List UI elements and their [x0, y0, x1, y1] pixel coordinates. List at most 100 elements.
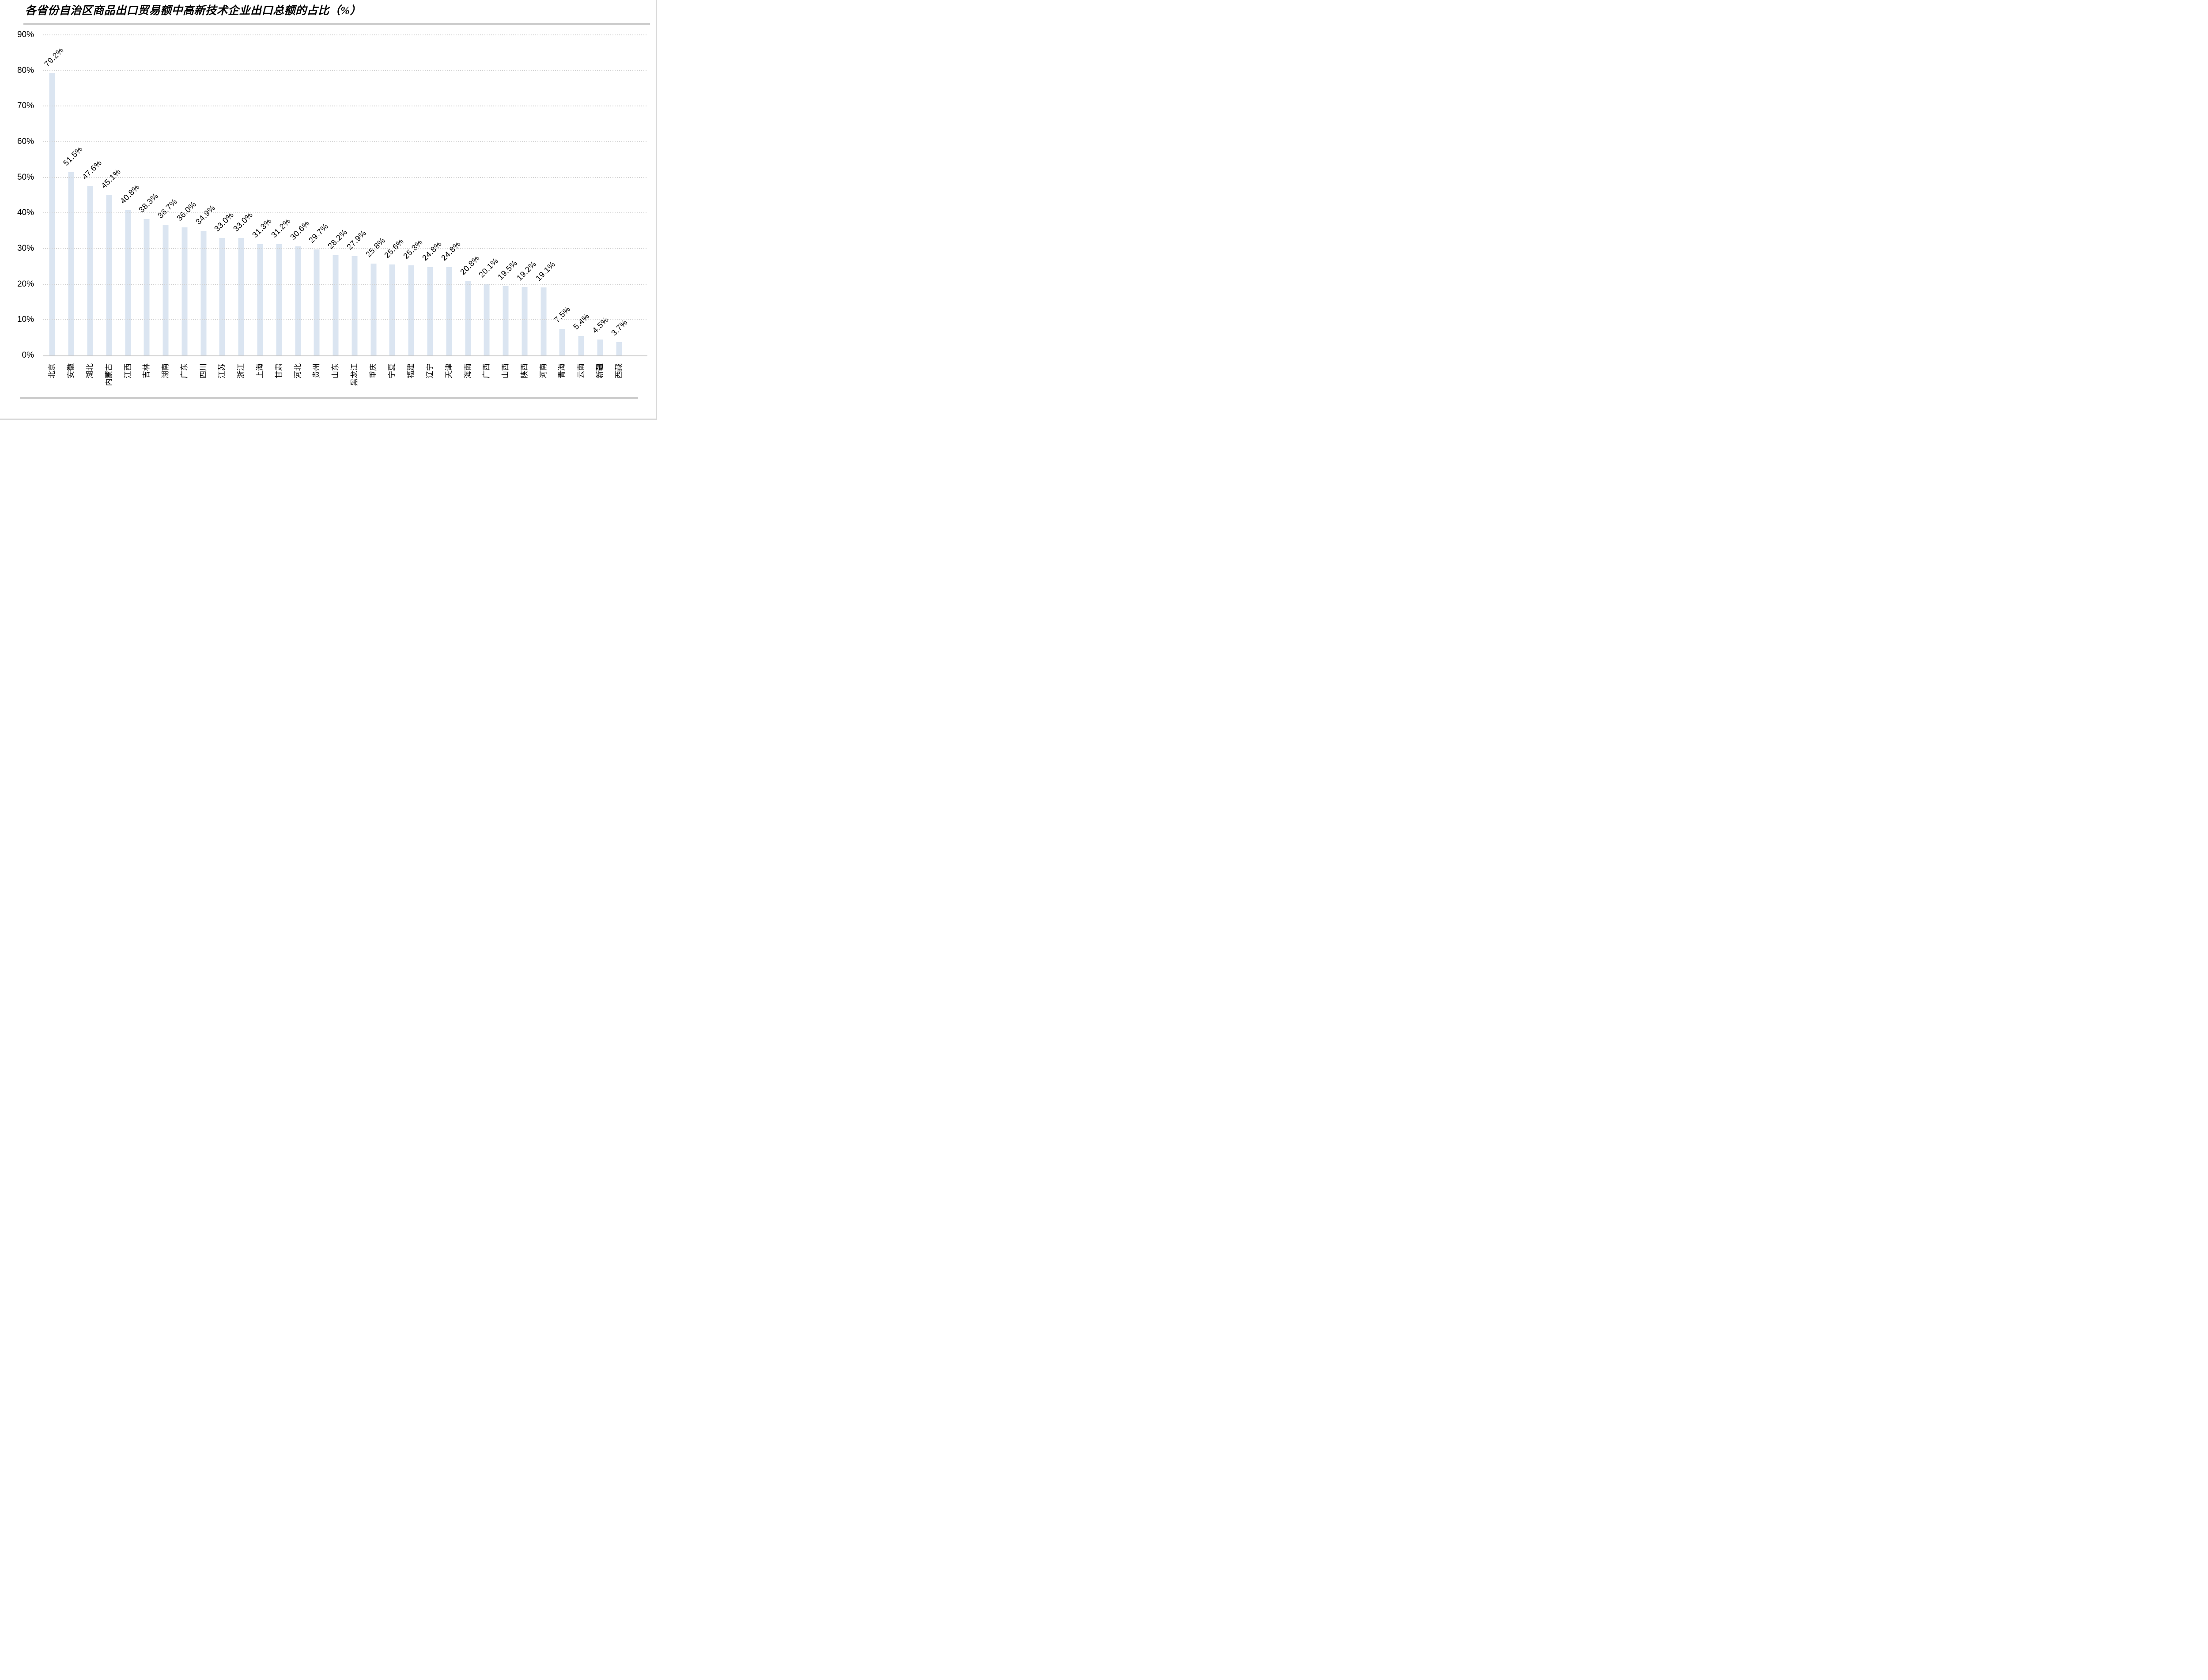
bar — [106, 195, 112, 355]
bar — [163, 224, 169, 355]
category-slot: 31.3% 上海 — [250, 35, 273, 378]
category-slot: 36.7% 湖南 — [156, 35, 179, 378]
x-axis-category-label: 天津 — [444, 363, 453, 378]
x-axis-category-label: 宁夏 — [388, 363, 397, 378]
x-axis-category-label: 山东 — [331, 363, 340, 378]
gridline — [43, 212, 647, 214]
bar-value-label: 4.5% — [590, 315, 610, 335]
gridline — [43, 248, 647, 249]
category-slot: 20.8% 海南 — [458, 35, 481, 378]
x-axis-category-label: 安徽 — [67, 363, 76, 378]
x-axis-category-label: 重庆 — [369, 363, 378, 378]
bar — [578, 336, 584, 355]
category-slot: 40.8% 江西 — [118, 35, 141, 378]
bar — [541, 287, 547, 355]
category-slot: 19.1% 河南 — [534, 35, 557, 378]
category-slot: 5.4% 云南 — [571, 35, 591, 378]
bar — [276, 244, 282, 355]
category-slot: 33.0% 江苏 — [213, 35, 236, 378]
y-axis-tick-label: 70% — [17, 101, 34, 111]
bar — [200, 231, 207, 355]
bar — [125, 210, 131, 355]
bar — [465, 281, 471, 355]
category-slot: 51.5% 安徽 — [61, 35, 84, 378]
gridline — [43, 34, 647, 35]
x-axis-category-label: 黑龙江 — [350, 363, 359, 386]
bar — [616, 342, 622, 355]
bar — [181, 227, 188, 355]
x-axis-category-label: 内蒙古 — [104, 363, 113, 386]
x-axis-category-label: 福建 — [407, 363, 416, 378]
category-slot: 25.6% 宁夏 — [383, 35, 406, 378]
bar — [427, 267, 433, 355]
bars-area: 79.2% 北京 51.5% 安徽 47.6% 湖北 45.1% 内蒙古 40.8% 江西 38.3… — [43, 35, 629, 386]
bar — [87, 186, 93, 355]
y-axis-tick-label: 90% — [17, 30, 34, 39]
category-slot: 34.9% 四川 — [194, 35, 217, 378]
bar — [446, 267, 452, 355]
x-axis-category-label: 辽宁 — [426, 363, 435, 378]
x-axis-category-label: 上海 — [255, 363, 264, 378]
category-slot: 28.2% 山东 — [326, 35, 349, 378]
bar — [68, 172, 74, 355]
x-axis-category-label: 四川 — [199, 363, 208, 378]
y-axis-tick-label: 80% — [17, 65, 34, 75]
category-slot: 3.7% 西藏 — [609, 35, 629, 378]
bar — [522, 287, 528, 355]
bar — [238, 238, 244, 355]
x-axis-category-label: 浙江 — [237, 363, 246, 378]
x-axis-category-label: 广西 — [482, 363, 491, 378]
bar-value-label: 3.7% — [609, 317, 629, 338]
x-axis-category-label: 北京 — [48, 363, 57, 378]
x-axis-category-label: 江苏 — [218, 363, 227, 378]
category-slot: 31.2% 甘肃 — [269, 35, 292, 378]
gridline — [43, 319, 647, 321]
bar — [371, 263, 377, 355]
y-axis-tick-label: 20% — [17, 279, 34, 289]
x-axis-category-label: 贵州 — [312, 363, 321, 378]
bar — [559, 328, 565, 355]
bar — [144, 219, 150, 355]
footer-rule — [20, 397, 638, 399]
bar — [49, 73, 55, 355]
x-axis-category-label: 西藏 — [614, 363, 623, 378]
category-slot: 29.7% 贵州 — [307, 35, 330, 378]
category-slot: 24.8% 天津 — [439, 35, 462, 378]
bar — [295, 246, 301, 355]
category-slot: 33.0% 浙江 — [231, 35, 254, 378]
x-axis-category-label: 江西 — [123, 363, 132, 378]
bar-value-label: 5.4% — [571, 312, 591, 332]
gridline — [43, 283, 647, 285]
category-slot: 47.6% 湖北 — [80, 35, 103, 378]
x-axis-category-label: 云南 — [577, 363, 586, 378]
category-slot: 38.3% 吉林 — [137, 35, 160, 378]
x-axis-category-label: 山西 — [501, 363, 510, 378]
x-axis-category-label: 河南 — [539, 363, 548, 378]
chart-title: 各省份自治区商品出口贸易额中高新技术企业出口总额的占比（%） — [25, 5, 361, 17]
category-slot: 19.5% 山西 — [496, 35, 519, 378]
bar — [597, 339, 603, 355]
x-axis-category-label: 新疆 — [596, 363, 605, 378]
x-axis-category-label: 广东 — [180, 363, 189, 378]
category-slot: 30.6% 河北 — [288, 35, 311, 378]
x-axis-category-label: 湖北 — [85, 363, 94, 378]
category-slot: 79.2% 北京 — [43, 35, 66, 378]
category-slot: 27.9% 黑龙江 — [345, 35, 368, 386]
category-slot: 45.1% 内蒙古 — [99, 35, 122, 386]
x-axis-category-label: 青海 — [558, 363, 567, 378]
category-slot: 4.5% 新疆 — [590, 35, 610, 378]
category-slot: 19.2% 陕西 — [515, 35, 538, 378]
category-slot: 25.3% 福建 — [401, 35, 424, 378]
title-underline-rule — [23, 23, 650, 25]
category-slot: 25.8% 重庆 — [364, 35, 387, 378]
category-slot: 20.1% 广西 — [477, 35, 500, 378]
y-axis-tick-label: 30% — [17, 244, 34, 253]
gridline — [43, 177, 647, 178]
x-axis-line — [43, 355, 647, 356]
bar — [333, 255, 339, 355]
screenshot-bottom-edge — [0, 419, 657, 420]
y-axis-tick-label: 0% — [22, 351, 34, 360]
gridline — [43, 70, 647, 71]
chart-page: 各省份自治区商品出口贸易额中高新技术企业出口总额的占比（%） 79.2% 北京 51… — [0, 0, 657, 420]
bar — [503, 286, 509, 355]
